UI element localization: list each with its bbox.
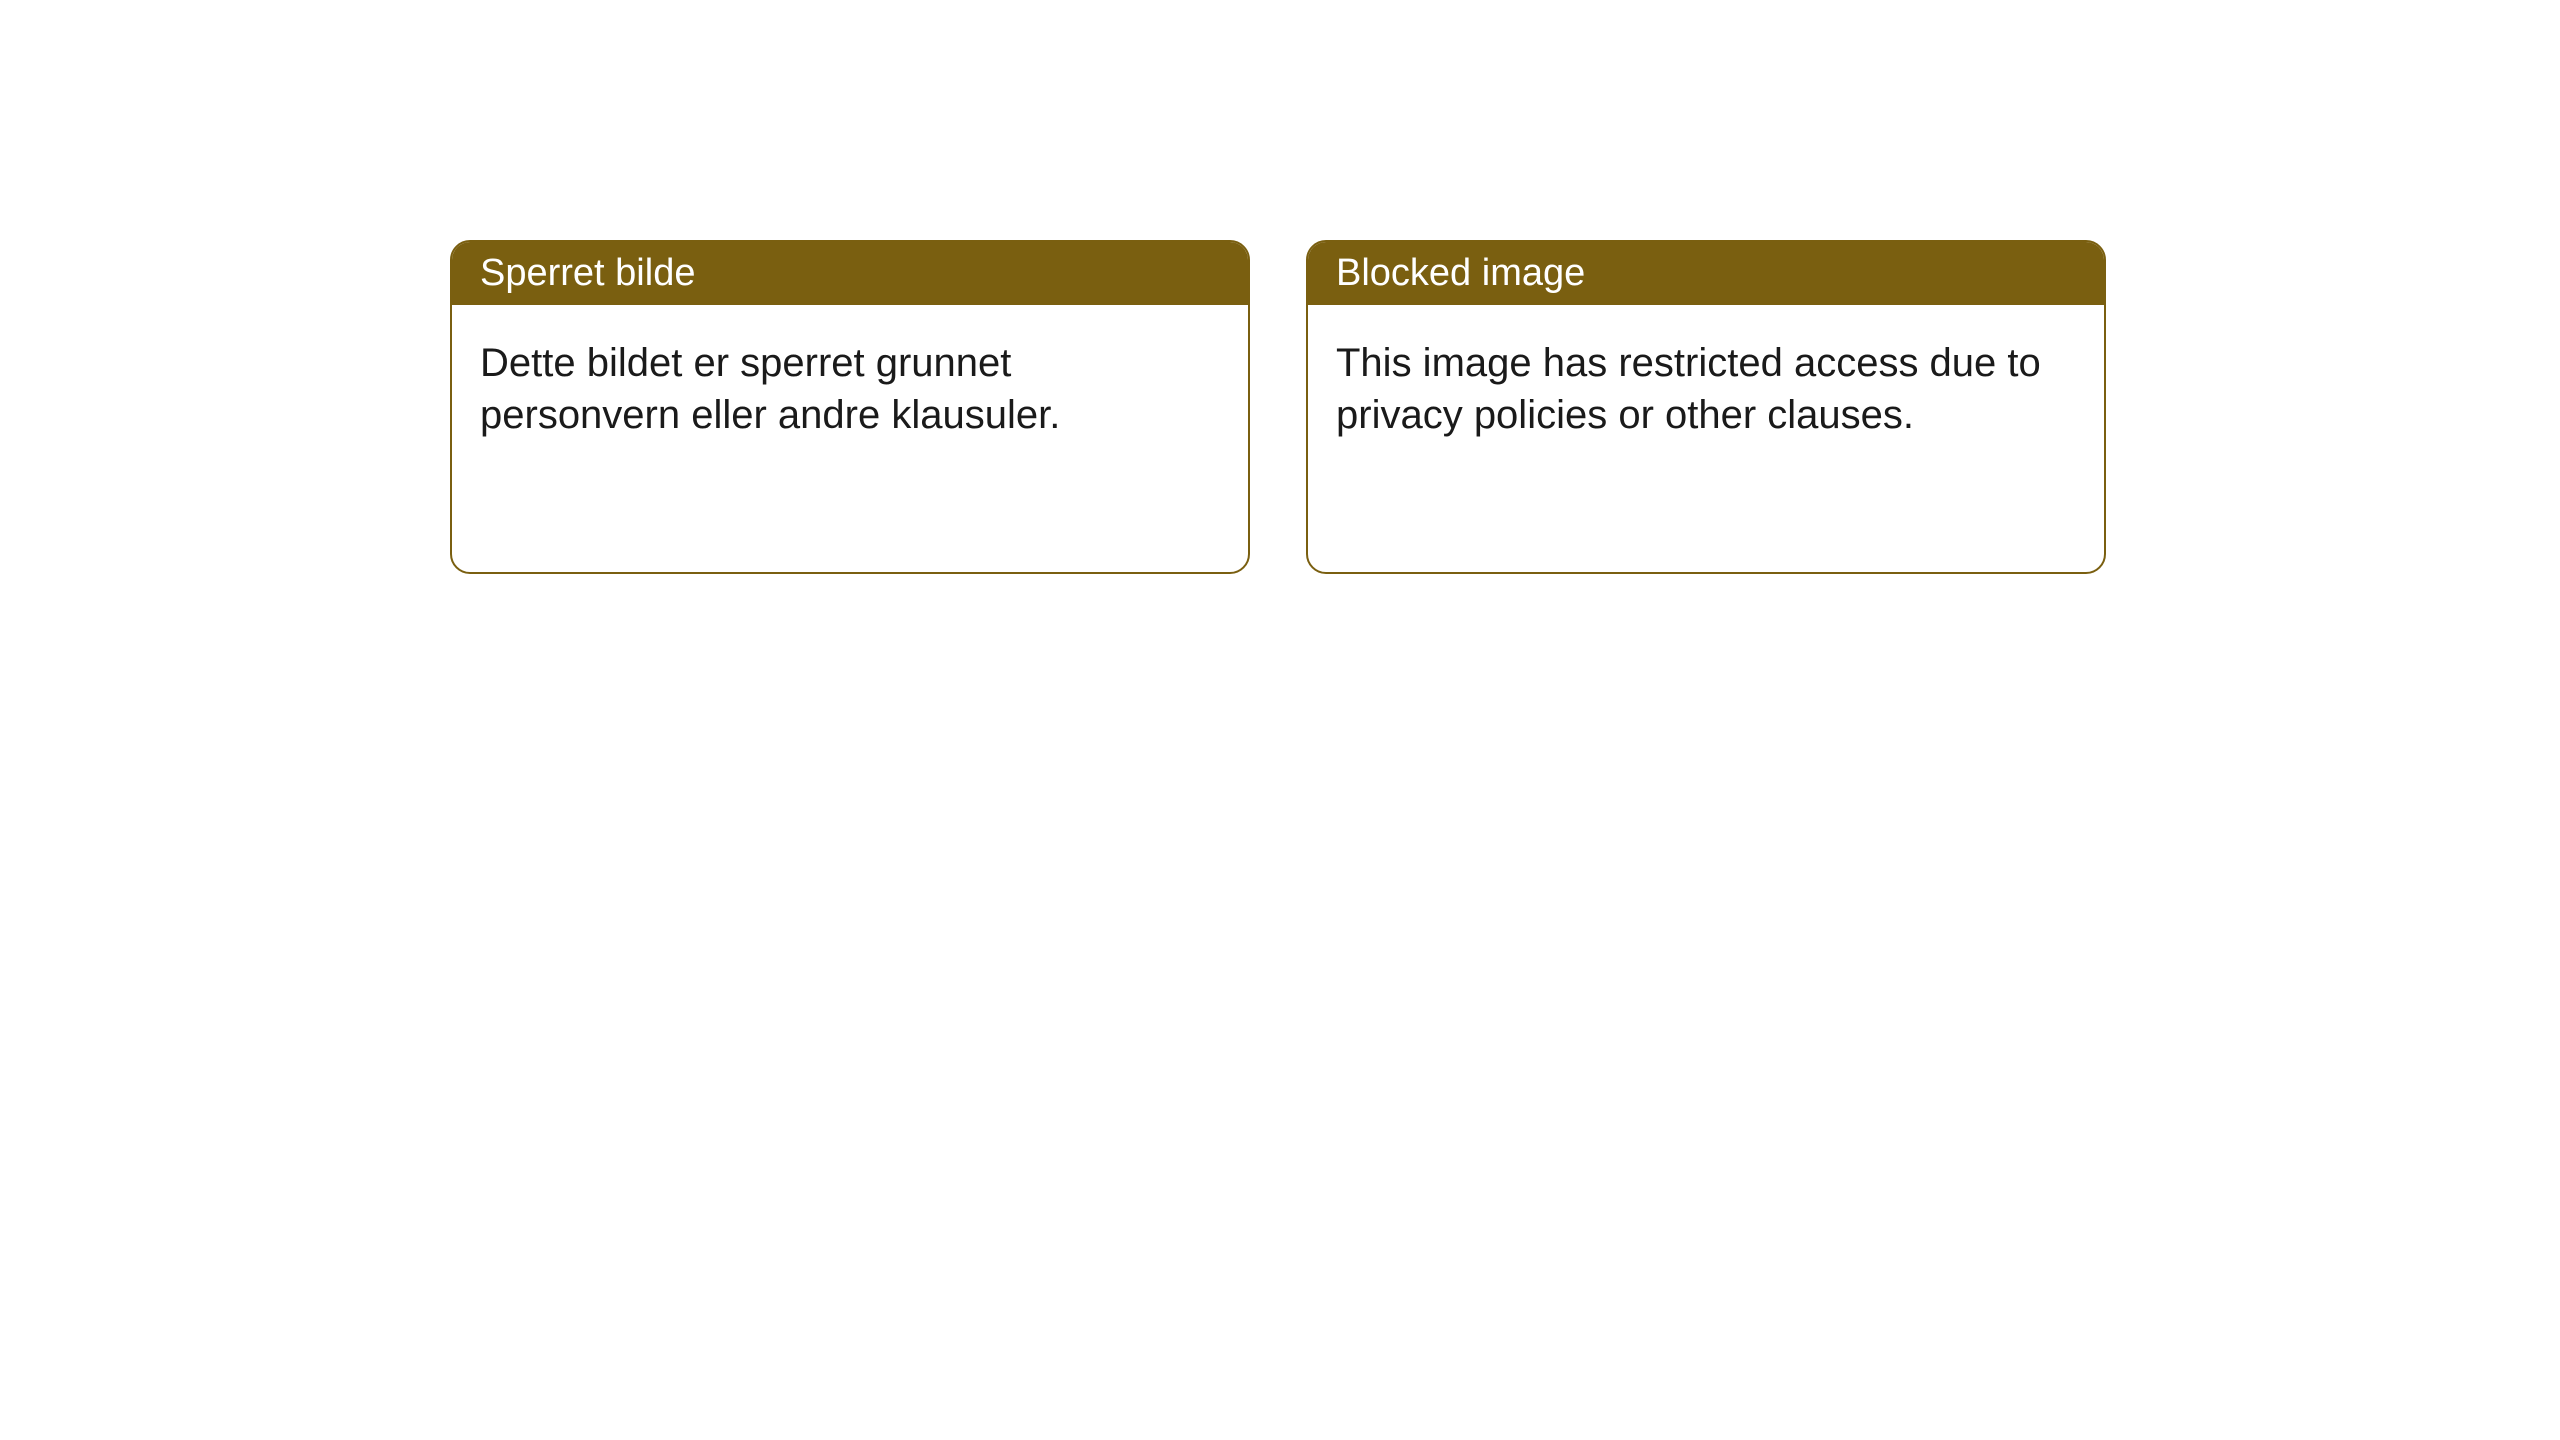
notice-card-english: Blocked image This image has restricted … [1306, 240, 2106, 574]
notice-title-norwegian: Sperret bilde [452, 242, 1248, 305]
notice-cards-wrapper: Sperret bilde Dette bildet er sperret gr… [450, 240, 2106, 574]
notice-card-norwegian: Sperret bilde Dette bildet er sperret gr… [450, 240, 1250, 574]
notice-body-english: This image has restricted access due to … [1308, 305, 2104, 473]
notice-body-norwegian: Dette bildet er sperret grunnet personve… [452, 305, 1248, 473]
page-container: Sperret bilde Dette bildet er sperret gr… [0, 0, 2560, 1440]
notice-title-english: Blocked image [1308, 242, 2104, 305]
